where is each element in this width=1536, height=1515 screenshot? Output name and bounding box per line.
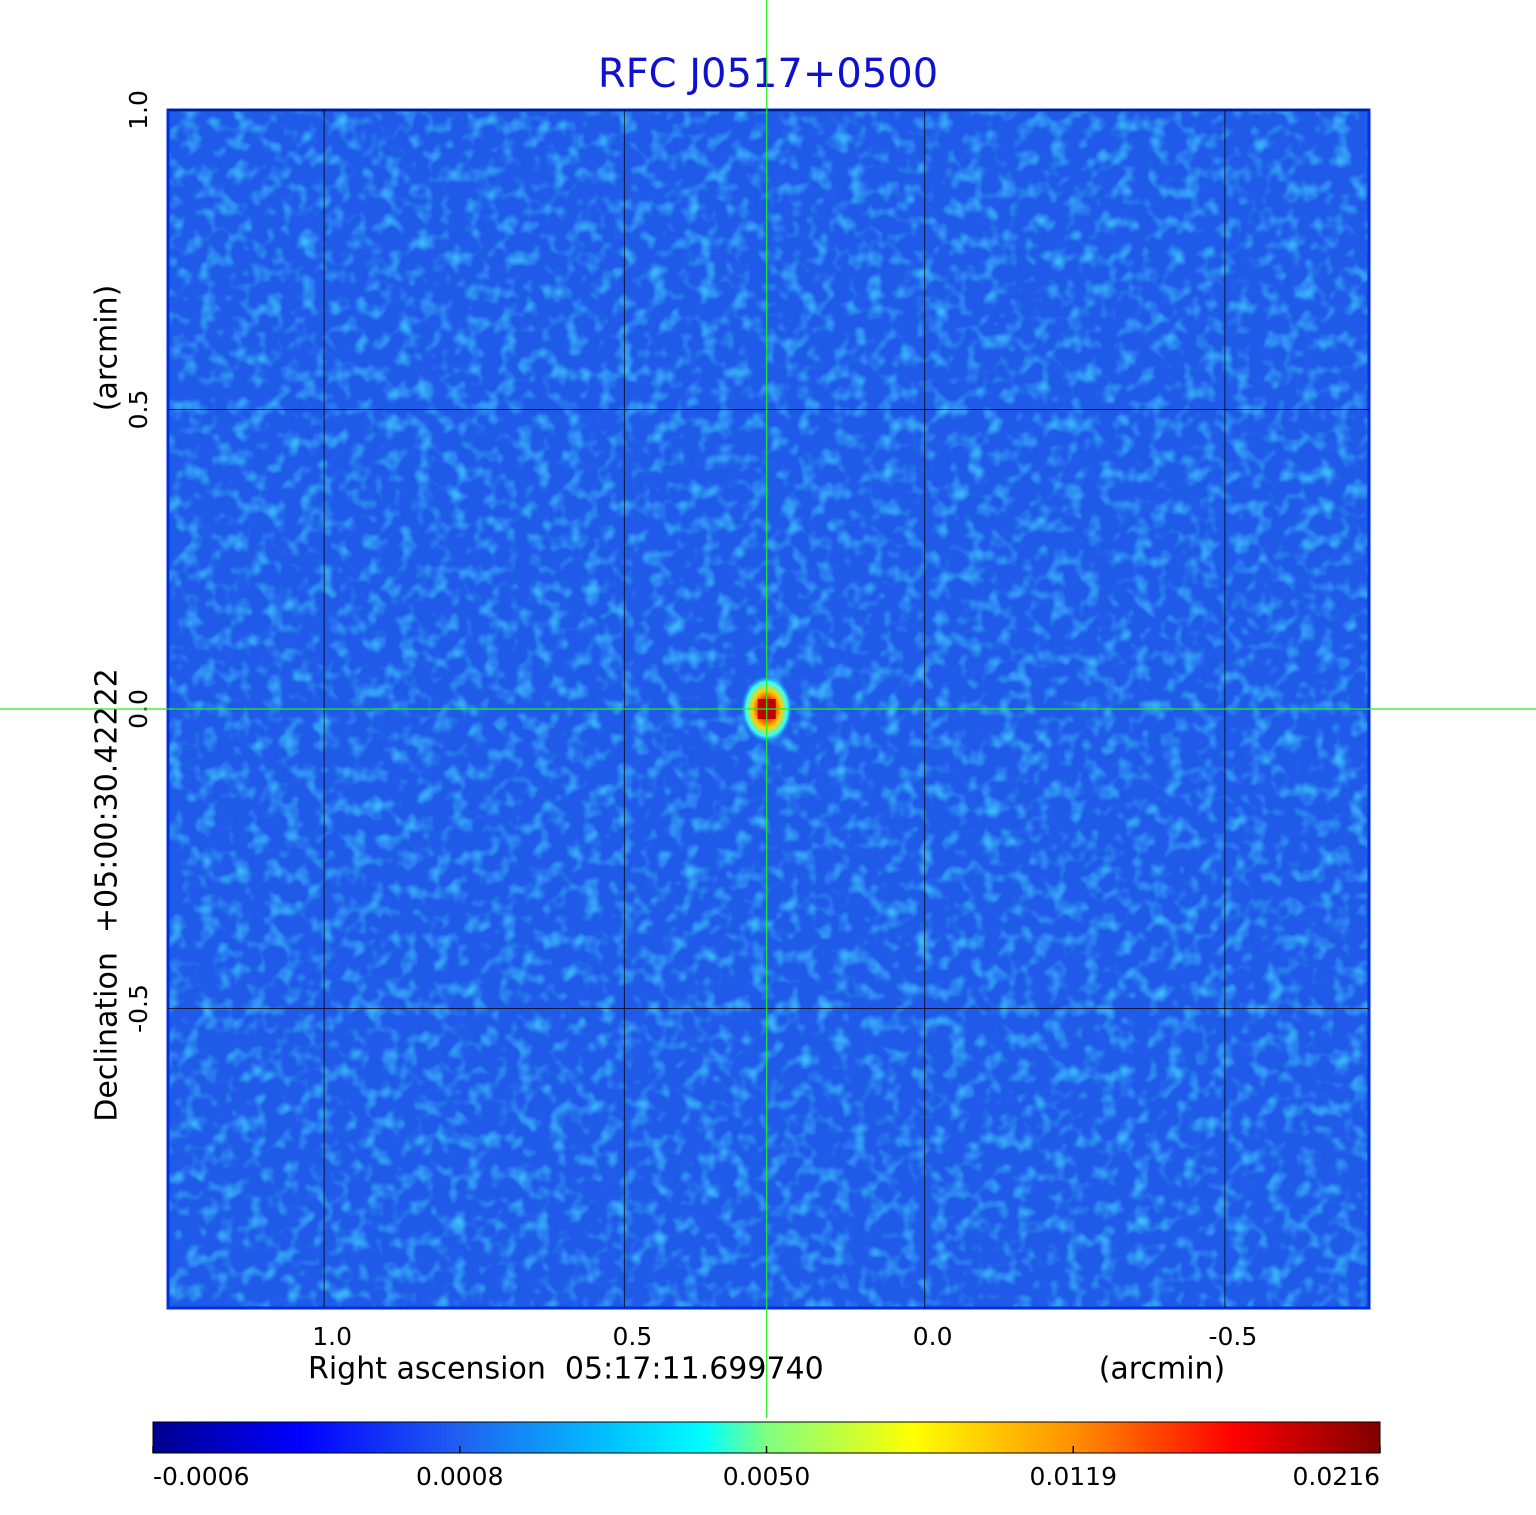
y-axis-label: Declination +05:00:30.42222 (90, 668, 125, 1122)
x-tick-label: 0.0 (913, 1322, 953, 1351)
y-axis-unit: (arcmin) (90, 285, 125, 412)
colorbar-tick-label: 0.0216 (1293, 1462, 1380, 1491)
x-tick-label: 0.5 (612, 1322, 652, 1351)
colorbar-tick-label: 0.0008 (416, 1462, 503, 1491)
x-axis-unit: (arcmin) (1099, 1352, 1226, 1387)
chart-title: RFC J0517+0500 (598, 51, 938, 97)
x-tick-label: -0.5 (1208, 1322, 1257, 1351)
x-tick-label: 1.0 (312, 1322, 352, 1351)
colorbar-tick-label: 0.0050 (723, 1462, 810, 1491)
x-axis-label: Right ascension 05:17:11.699740 (308, 1352, 824, 1387)
y-tick-label: 0.5 (124, 390, 153, 430)
y-tick-label: -0.5 (124, 984, 153, 1033)
colorbar-tick-label: -0.0006 (153, 1462, 250, 1491)
y-tick-label: 1.0 (124, 90, 153, 130)
colorbar-tick-label: 0.0119 (1030, 1462, 1117, 1491)
